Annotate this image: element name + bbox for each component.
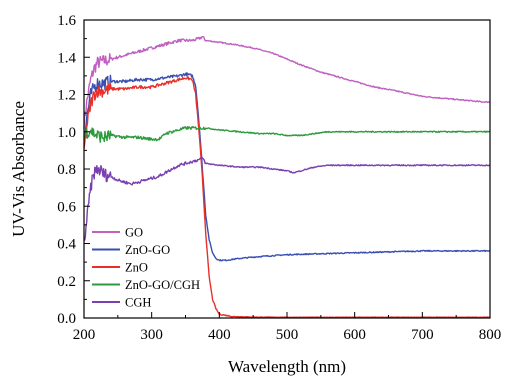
series-line-cgh bbox=[83, 156, 491, 241]
x-tick-label: 500 bbox=[276, 327, 299, 343]
x-tick-label: 800 bbox=[479, 327, 502, 343]
series-line-go bbox=[83, 35, 491, 129]
x-tick-label: 300 bbox=[140, 327, 163, 343]
y-tick-label: 0.8 bbox=[57, 162, 76, 178]
y-tick-label: 1.2 bbox=[57, 88, 76, 104]
y-tick-label: 1.4 bbox=[57, 50, 76, 66]
x-axis-title: Wavelength (nm) bbox=[228, 357, 346, 376]
legend-label: GO bbox=[125, 226, 143, 240]
legend: GO ZnO-GO ZnO ZnO-GO/CGH CGH bbox=[92, 226, 200, 310]
y-tick-label: 0.4 bbox=[57, 237, 76, 253]
legend-label: CGH bbox=[125, 296, 151, 310]
x-tick-label: 200 bbox=[73, 327, 96, 343]
x-tick-label: 600 bbox=[343, 327, 366, 343]
y-tick-label: 1.6 bbox=[57, 13, 76, 29]
y-tick-label: 0.6 bbox=[57, 199, 76, 215]
series-line-zno-go-cgh bbox=[83, 125, 491, 143]
y-tick-label: 1.0 bbox=[57, 125, 76, 141]
y-tick-label: 0.2 bbox=[57, 274, 76, 290]
legend-label: ZnO-GO bbox=[125, 243, 170, 257]
legend-label: ZnO bbox=[125, 261, 148, 275]
y-axis-title: UV-Vis Absorbance bbox=[9, 101, 28, 237]
ticks-layer: 200 300 400 500 600 700 800 0.0 0.2 0.4 0.6 0.8 1.0 1… bbox=[57, 13, 501, 343]
y-tick-label: 0.0 bbox=[57, 311, 76, 327]
legend-label: ZnO-GO/CGH bbox=[125, 278, 200, 292]
series-layer bbox=[83, 35, 491, 319]
x-tick-label: 400 bbox=[208, 327, 231, 343]
x-tick-label: 700 bbox=[411, 327, 434, 343]
series-line-zno-go bbox=[83, 72, 491, 262]
